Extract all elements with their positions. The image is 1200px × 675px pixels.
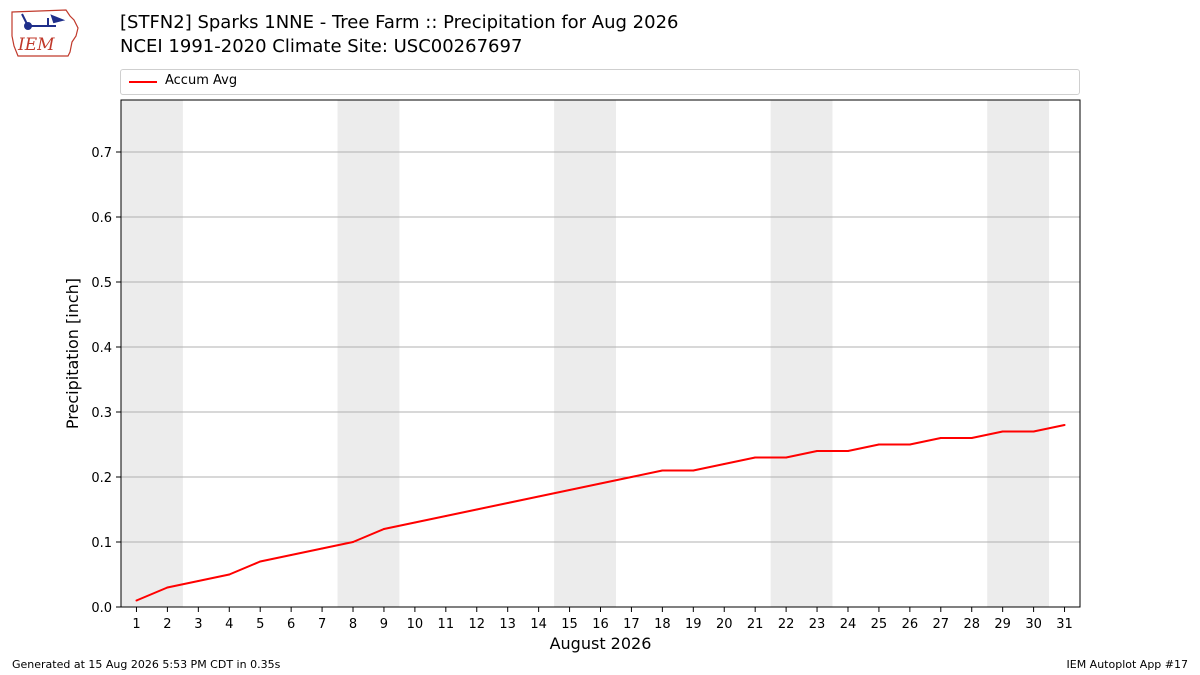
weekend-shade-band (121, 100, 183, 607)
y-tick-label: 0.1 (91, 536, 112, 551)
x-tick-label: 16 (592, 617, 609, 632)
x-tick-label: 20 (716, 617, 733, 632)
x-tick-label: 24 (840, 617, 857, 632)
legend-label-accum-avg: Accum Avg (165, 73, 238, 88)
weather-instrument-icon (21, 13, 66, 30)
data-point (382, 528, 385, 530)
x-tick-label: 9 (380, 617, 388, 632)
y-tick-label: 0.6 (91, 211, 112, 226)
x-tick-label: 23 (809, 617, 826, 632)
data-point (259, 560, 262, 563)
data-point (444, 515, 447, 517)
data-point (846, 450, 849, 452)
data-point (135, 599, 138, 602)
x-axis-label: August 2026 (550, 634, 652, 653)
x-tick-label: 21 (747, 617, 764, 632)
y-tick-label: 0.0 (91, 601, 112, 616)
data-point (290, 554, 293, 556)
data-point (877, 443, 880, 446)
data-point (537, 495, 540, 498)
weekend-shade-band (554, 100, 616, 607)
x-tick-label: 11 (438, 617, 455, 632)
x-tick-label: 5 (256, 617, 264, 632)
x-tick-label: 17 (623, 617, 640, 632)
data-point (1001, 430, 1004, 433)
data-point (754, 456, 757, 459)
y-tick-label: 0.3 (91, 406, 112, 421)
data-point (785, 456, 788, 459)
y-tick-label: 0.2 (91, 471, 112, 486)
x-tick-label: 18 (654, 617, 671, 632)
legend-swatch-accum-avg (129, 81, 157, 83)
data-point (197, 580, 200, 582)
data-point (692, 469, 695, 472)
data-point (321, 547, 324, 550)
data-point (908, 443, 911, 446)
x-axis: 1 2 3 4 5 6 7 8 9 10 11 12 13 14 15 16 17 18 19 20 21 22 23 24 2… (132, 607, 1073, 632)
data-point (228, 573, 231, 576)
weekend-shade-band (770, 100, 833, 607)
legend: Accum Avg (120, 69, 1080, 95)
data-point (723, 463, 726, 465)
x-tick-label: 28 (963, 617, 980, 632)
y-tick-label: 0.5 (91, 276, 112, 291)
data-point (568, 489, 571, 491)
chart-subtitle: NCEI 1991-2020 Climate Site: USC00267697 (120, 36, 523, 57)
y-tick-label: 0.4 (91, 341, 112, 356)
x-tick-label: 25 (871, 617, 888, 632)
x-tick-label: 7 (318, 617, 326, 632)
x-tick-label: 15 (561, 617, 578, 632)
data-point (475, 508, 478, 511)
data-point (166, 586, 169, 589)
data-point (630, 476, 633, 478)
data-point (816, 450, 819, 452)
x-tick-label: 27 (933, 617, 950, 632)
y-axis: 0.0 0.1 0.2 0.3 0.4 0.5 0.6 0.7 (91, 146, 121, 616)
x-tick-label: 2 (163, 617, 171, 632)
weekend-shade-band (987, 100, 1050, 607)
iem-logo: IEM (11, 9, 79, 57)
x-tick-label: 6 (287, 617, 295, 632)
iowa-outline-icon (11, 9, 79, 57)
weekend-shading (121, 100, 1050, 607)
data-point (970, 437, 973, 439)
data-point (1032, 430, 1035, 433)
x-tick-label: 4 (225, 617, 233, 632)
data-point (506, 502, 509, 504)
data-point (661, 469, 664, 472)
x-tick-label: 14 (530, 617, 547, 632)
x-tick-label: 26 (902, 617, 919, 632)
chart-title: [STFN2] Sparks 1NNE - Tree Farm :: Preci… (120, 12, 679, 33)
data-point (413, 521, 416, 524)
x-tick-label: 19 (685, 617, 702, 632)
x-tick-label: 30 (1025, 617, 1042, 632)
app-label: IEM Autoplot App #17 (1066, 658, 1189, 671)
x-tick-label: 1 (132, 617, 140, 632)
series-layer (135, 424, 1066, 602)
x-tick-label: 22 (778, 617, 795, 632)
x-tick-label: 31 (1056, 617, 1073, 632)
generated-timestamp: Generated at 15 Aug 2026 5:53 PM CDT in … (12, 658, 281, 671)
x-tick-label: 3 (194, 617, 202, 632)
data-point (599, 482, 602, 485)
logo-text: IEM (17, 35, 55, 55)
x-tick-label: 12 (468, 617, 485, 632)
x-tick-label: 29 (994, 617, 1011, 632)
data-point (939, 437, 942, 439)
y-axis-label: Precipitation [inch] (63, 278, 82, 429)
y-tick-label: 0.7 (91, 146, 112, 161)
data-point (1063, 424, 1066, 426)
x-tick-label: 8 (349, 617, 357, 632)
x-tick-label: 13 (499, 617, 516, 632)
data-point (352, 541, 355, 543)
weekend-shade-band (337, 100, 400, 607)
x-tick-label: 10 (407, 617, 424, 632)
